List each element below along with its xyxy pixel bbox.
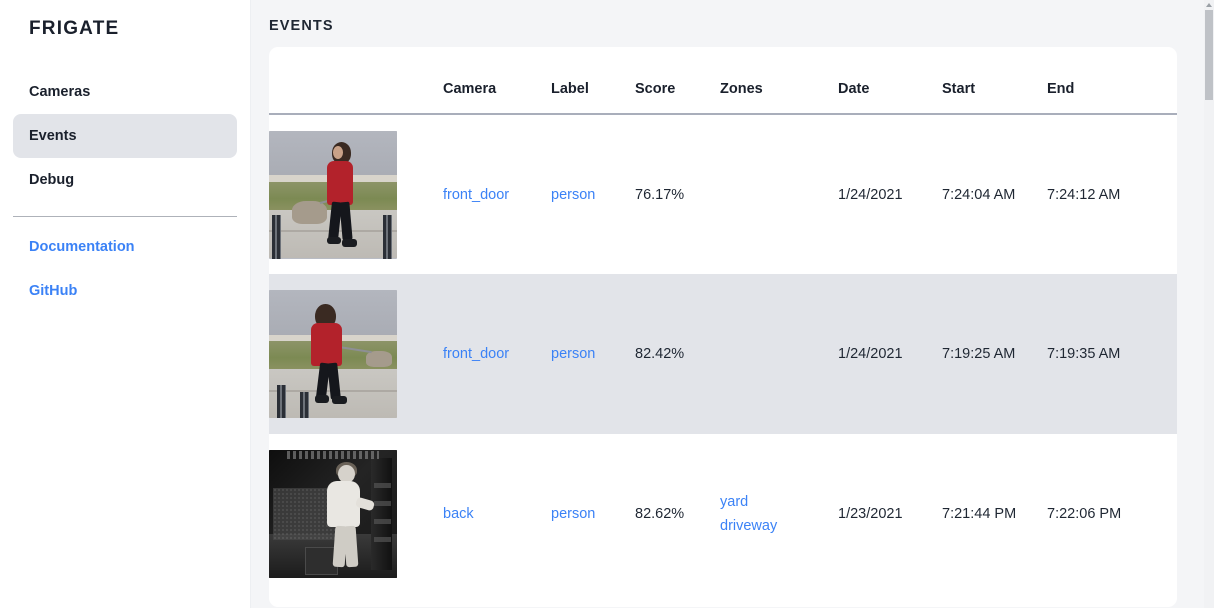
column-header-score[interactable]: Score [635,47,720,115]
event-zone-link-driveway[interactable]: driveway [720,518,778,534]
sidebar-item-events[interactable]: Events [13,114,237,158]
thumbnail-scene-daytime [269,130,397,259]
event-camera-cell: back [443,434,551,594]
sidebar-divider [13,216,237,217]
event-zone-link-yard[interactable]: yard [720,494,749,510]
event-camera-link[interactable]: back [443,506,474,522]
sidebar-link-github[interactable]: GitHub [29,283,78,299]
event-date-cell: 1/24/2021 [838,186,903,203]
event-thumbnail-image[interactable] [269,130,397,259]
event-label-link[interactable]: person [551,346,596,362]
event-label-link[interactable]: person [551,506,596,522]
event-score-cell: 76.17% [635,186,685,203]
column-header-date[interactable]: Date [838,47,942,115]
events-table: Camera Label Score Zones Date Start End [269,47,1177,594]
column-header-zones[interactable]: Zones [720,47,838,115]
app-brand-title: FRIGATE [29,18,120,39]
column-header-end[interactable]: End [1047,47,1177,115]
event-end-cell: 7:24:12 AM [1047,186,1121,203]
thumbnail-scene-daytime [269,290,397,418]
event-end-cell: 7:19:35 AM [1047,274,1177,434]
sidebar: FRIGATE Cameras Events Debug Documentati… [0,0,251,608]
event-label-cell: person [551,114,635,274]
main-content: EVENTS Camera Label Score Zones Date Sta… [251,0,1214,608]
event-thumbnail-cell[interactable] [269,274,443,434]
event-date-cell: 1/23/2021 [838,506,903,522]
event-camera-cell: front_door [443,274,551,434]
event-start-cell: 7:24:04 AM [942,186,1016,203]
events-table-header: Camera Label Score Zones Date Start End [269,47,1177,115]
scrollbar-up-arrow-icon[interactable] [1204,0,1214,10]
sidebar-nav: Cameras Events Debug [0,70,250,202]
page-title: EVENTS [269,18,334,34]
event-zones-cell: yard driveway [720,434,838,594]
event-thumbnail-image[interactable] [269,290,397,418]
event-start-cell: 7:21:44 PM [942,506,1017,522]
sidebar-item-debug[interactable]: Debug [29,172,75,188]
event-label-cell: person [551,274,635,434]
event-zones-cell [720,114,838,274]
column-header-thumbnail [269,47,443,115]
column-header-camera[interactable]: Camera [443,47,551,115]
event-zones-cell [720,274,838,434]
column-header-label[interactable]: Label [551,47,635,115]
event-camera-link[interactable]: front_door [443,346,510,362]
sidebar-external-links: Documentation GitHub [0,217,250,313]
events-table-body: front_door person 76.17% 1/24/2021 7:24:… [269,114,1177,594]
table-header-row: Camera Label Score Zones Date Start End [269,47,1177,115]
thumbnail-scene-infrared [269,450,397,578]
event-camera-link[interactable]: front_door [443,186,510,203]
sidebar-item-cameras[interactable]: Cameras [29,84,91,100]
events-card: Camera Label Score Zones Date Start End [269,47,1177,607]
event-thumbnail-image[interactable] [269,450,397,578]
event-thumbnail-cell[interactable] [269,114,443,274]
event-score-cell: 82.42% [635,274,720,434]
column-header-start[interactable]: Start [942,47,1047,115]
event-thumbnail-cell[interactable] [269,434,443,594]
event-score-cell: 82.62% [635,506,685,522]
table-row[interactable]: front_door person 82.42% 1/24/2021 7:19:… [269,274,1177,434]
table-row[interactable]: back person 82.62% yard driveway 1/23/20… [269,434,1177,594]
page-scrollbar[interactable] [1204,0,1214,608]
event-end-cell: 7:22:06 PM [1047,506,1122,522]
event-label-link[interactable]: person [551,186,596,203]
event-label-cell: person [551,434,635,594]
event-start-cell: 7:19:25 AM [942,274,1047,434]
scrollbar-thumb[interactable] [1205,10,1213,100]
event-date-cell: 1/24/2021 [838,274,942,434]
event-camera-cell: front_door [443,114,551,274]
sidebar-link-documentation[interactable]: Documentation [29,239,135,255]
table-row[interactable]: front_door person 76.17% 1/24/2021 7:24:… [269,114,1177,274]
